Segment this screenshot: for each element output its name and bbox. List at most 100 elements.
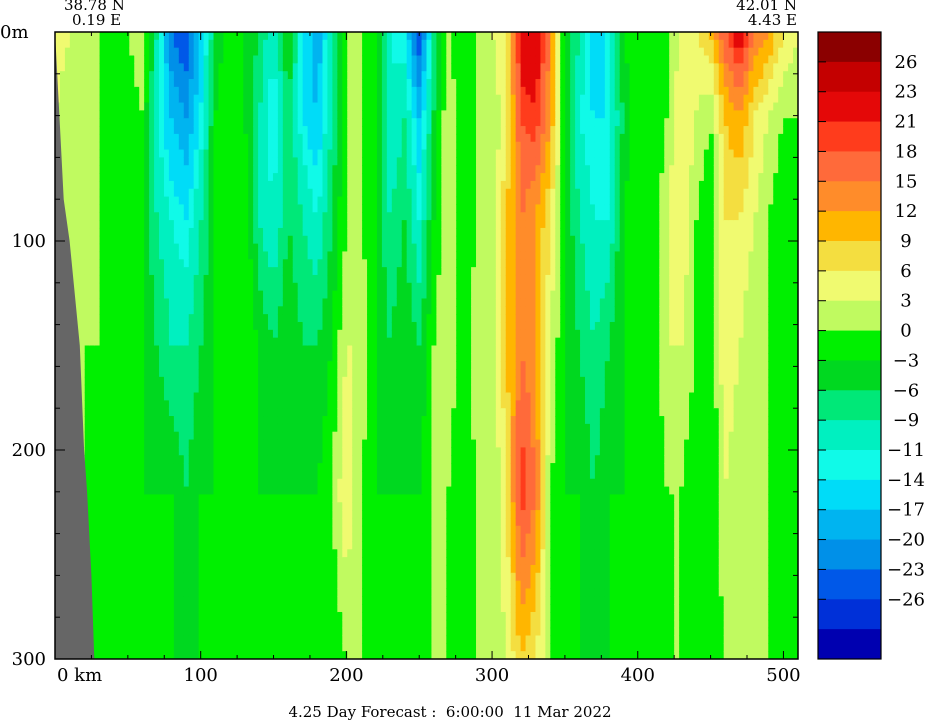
- heatmap-cell: [208, 157, 215, 166]
- heatmap-cell: [267, 196, 274, 206]
- heatmap-cell: [327, 502, 333, 511]
- heatmap-cell: [203, 611, 210, 621]
- heatmap-cell: [253, 180, 259, 190]
- heatmap-cell: [238, 463, 244, 472]
- heatmap-cell: [134, 345, 140, 354]
- heatmap-cell: [109, 196, 116, 206]
- heatmap-cell: [183, 188, 190, 198]
- heatmap-cell: [94, 259, 101, 268]
- heatmap-cell: [223, 580, 229, 590]
- heatmap-cell: [188, 369, 195, 378]
- heatmap-cell: [307, 557, 314, 566]
- heatmap-cell: [342, 635, 348, 644]
- heatmap-cell: [297, 369, 304, 378]
- heatmap-cell: [357, 345, 363, 354]
- heatmap-cell: [243, 220, 249, 229]
- heatmap-cell: [282, 173, 289, 182]
- heatmap-cell: [99, 149, 106, 158]
- heatmap-cell: [203, 126, 210, 135]
- heatmap-cell: [114, 423, 120, 433]
- heatmap-cell: [69, 39, 76, 49]
- heatmap-cell: [134, 321, 140, 331]
- heatmap-cell: [124, 564, 130, 574]
- heatmap-cell: [312, 55, 319, 64]
- heatmap-cell: [198, 298, 205, 307]
- heatmap-cell: [263, 173, 269, 182]
- heatmap-cell: [272, 588, 279, 597]
- heatmap-cell: [144, 71, 150, 80]
- heatmap-cell: [119, 384, 125, 394]
- heatmap-cell: [243, 455, 249, 464]
- heatmap-cell: [104, 502, 111, 511]
- heatmap-cell: [134, 604, 140, 613]
- heatmap-cell: [292, 63, 299, 72]
- heatmap-cell: [154, 267, 160, 276]
- heatmap-cell: [89, 102, 96, 111]
- heatmap-cell: [272, 157, 279, 166]
- heatmap-cell: [228, 180, 234, 190]
- heatmap-cell: [228, 71, 234, 80]
- heatmap-cell: [114, 110, 120, 119]
- heatmap-cell: [183, 361, 190, 370]
- heatmap-cell: [357, 588, 363, 597]
- heatmap-cell: [193, 557, 200, 566]
- heatmap-cell: [282, 110, 289, 119]
- heatmap-cell: [357, 431, 363, 441]
- heatmap-cell: [193, 564, 200, 574]
- heatmap-cell: [337, 635, 343, 644]
- heatmap-cell: [282, 588, 289, 597]
- heatmap-cell: [119, 604, 125, 613]
- heatmap-cell: [149, 165, 155, 174]
- heatmap-cell: [74, 188, 81, 198]
- heatmap-cell: [253, 86, 259, 96]
- heatmap-cell: [149, 486, 155, 496]
- heatmap-cell: [149, 212, 155, 221]
- heatmap-cell: [352, 392, 358, 401]
- heatmap-cell: [332, 133, 338, 143]
- heatmap-cell: [223, 439, 229, 448]
- heatmap-cell: [104, 173, 111, 182]
- heatmap-cell: [342, 423, 348, 433]
- heatmap-cell: [277, 549, 284, 558]
- heatmap-cell: [248, 423, 254, 433]
- heatmap-cell: [342, 290, 348, 300]
- heatmap-cell: [218, 102, 225, 111]
- heatmap-cell: [89, 588, 96, 597]
- heatmap-cell: [114, 55, 120, 64]
- heatmap-cell: [59, 55, 66, 64]
- heatmap-cell: [59, 47, 66, 57]
- heatmap-cell: [154, 533, 160, 543]
- heatmap-cell: [89, 267, 96, 276]
- heatmap-cell: [347, 251, 353, 260]
- heatmap-cell: [74, 243, 81, 253]
- heatmap-cell: [104, 110, 111, 119]
- heatmap-cell: [99, 235, 106, 245]
- heatmap-cell: [193, 376, 200, 386]
- heatmap-cell: [178, 478, 185, 488]
- heatmap-cell: [233, 463, 239, 472]
- heatmap-cell: [248, 94, 254, 104]
- heatmap-cell: [213, 71, 220, 80]
- heatmap-cell: [104, 525, 111, 535]
- heatmap-cell: [287, 79, 294, 88]
- heatmap-cell: [69, 220, 76, 229]
- heatmap-cell: [263, 227, 269, 237]
- heatmap-cell: [307, 274, 314, 284]
- heatmap-cell: [357, 478, 363, 488]
- heatmap-cell: [292, 55, 299, 64]
- heatmap-cell: [243, 572, 249, 582]
- heatmap-cell: [119, 329, 125, 339]
- heatmap-cell: [198, 376, 205, 386]
- heatmap-cell: [272, 282, 279, 292]
- heatmap-cell: [84, 329, 91, 339]
- heatmap-cell: [124, 126, 130, 135]
- heatmap-cell: [357, 94, 363, 104]
- heatmap-cell: [84, 361, 91, 370]
- heatmap-cell: [114, 259, 120, 268]
- heatmap-cell: [253, 32, 259, 41]
- heatmap-cell: [277, 329, 284, 339]
- heatmap-cell: [149, 408, 155, 417]
- heatmap-cell: [267, 431, 274, 441]
- heatmap-cell: [243, 165, 249, 174]
- heatmap-cell: [267, 329, 274, 339]
